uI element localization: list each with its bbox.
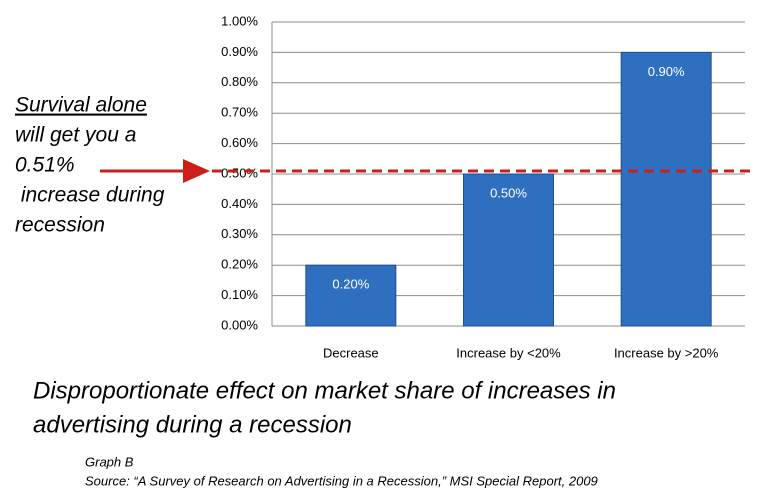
y-tick-label: 1.00% [221, 13, 258, 28]
y-tick-label: 0.40% [221, 196, 258, 211]
y-tick-label: 0.90% [221, 44, 258, 59]
source: Source: “A Survey of Research on Adverti… [85, 473, 598, 488]
value-label: 0.90% [648, 64, 685, 79]
bar [463, 173, 554, 327]
y-tick-label: 0.10% [221, 287, 258, 302]
x-tick-label: Decrease [323, 345, 379, 360]
value-label: 0.20% [332, 277, 369, 292]
y-tick-label: 0.60% [221, 135, 258, 150]
bar [620, 51, 712, 327]
y-tick-label: 0.00% [221, 317, 258, 332]
caption: advertising during a recession [33, 411, 352, 438]
value-label: 0.50% [490, 185, 527, 200]
annotation: recession [15, 214, 105, 237]
y-tick-label: 0.80% [221, 74, 258, 89]
annotation: 0.51% [15, 154, 75, 177]
annotation: increase during [15, 184, 165, 207]
y-tick-label: 0.30% [221, 226, 258, 241]
y-tick-label: 0.50% [221, 165, 258, 180]
source: Graph B [85, 454, 134, 469]
annotation: Survival alone [15, 94, 147, 117]
x-tick-label: Increase by <20% [456, 345, 561, 360]
caption: Disproportionate effect on market share … [33, 377, 616, 404]
x-tick-label: Increase by >20% [614, 345, 719, 360]
y-tick-label: 0.70% [221, 105, 258, 120]
annotation: will get you a [15, 124, 136, 147]
bar [305, 264, 397, 327]
y-tick-label: 0.20% [221, 257, 258, 272]
